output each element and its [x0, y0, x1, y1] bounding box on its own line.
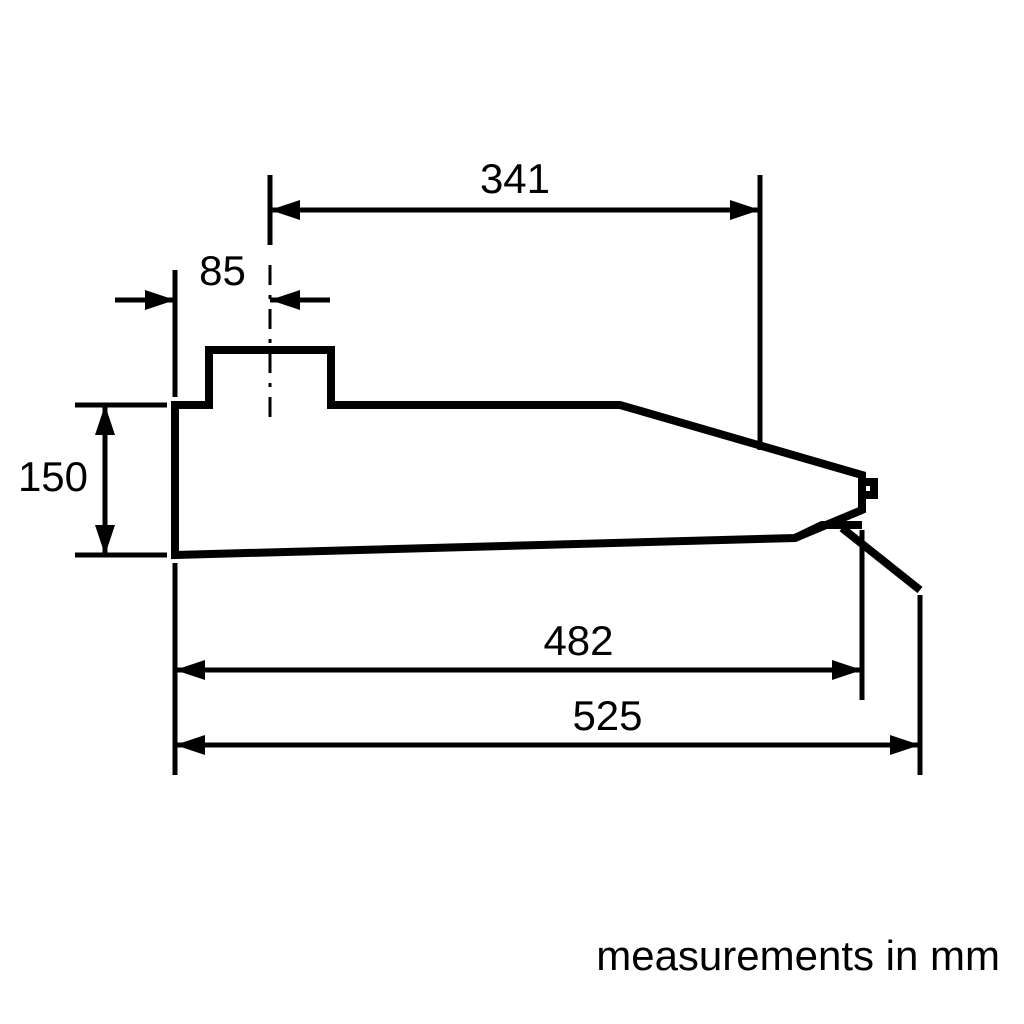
dimension-drawing: 341 85 150 482 525 measurements in mm [0, 0, 1024, 1024]
flap-line [842, 528, 920, 590]
dim-85: 85 [199, 247, 246, 294]
dim-525: 525 [572, 692, 642, 739]
dim-482: 482 [543, 617, 613, 664]
dim-341: 341 [480, 155, 550, 202]
dim-150: 150 [18, 453, 88, 500]
units-note: measurements in mm [596, 932, 1000, 979]
